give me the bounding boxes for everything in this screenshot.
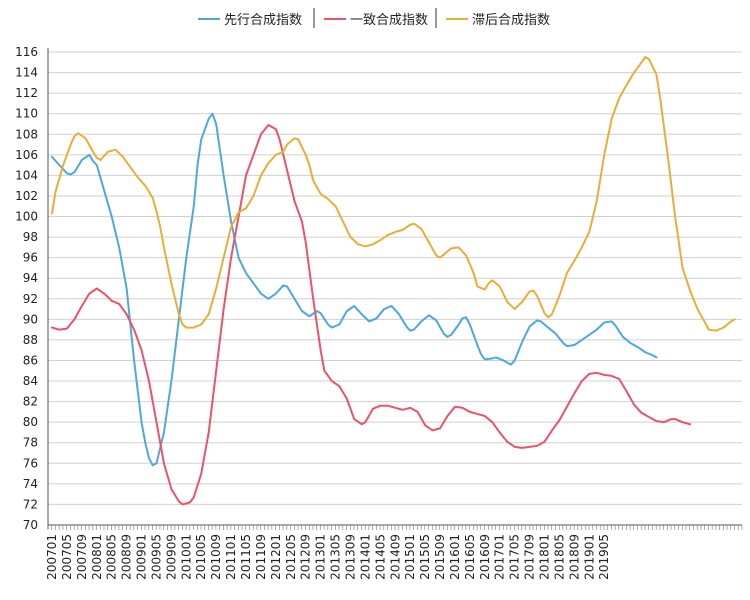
y-tick-label: 72 (23, 497, 38, 511)
x-tick-label: 201801 (538, 534, 552, 580)
x-tick-label: 201805 (552, 534, 566, 580)
y-tick-label: 76 (23, 456, 38, 470)
x-tick-label: 201309 (343, 534, 357, 580)
legend-label-lagging: 滞后合成指数 (472, 13, 550, 28)
y-tick-label: 98 (23, 230, 38, 244)
y-tick-label: 78 (23, 436, 38, 450)
y-tick-label: 102 (15, 189, 38, 203)
x-tick-label: 201901 (582, 534, 596, 580)
y-tick-label: 116 (15, 45, 38, 59)
x-tick-label: 201601 (448, 534, 462, 580)
x-tick-label: 201509 (433, 534, 447, 580)
y-tick-label: 100 (15, 210, 38, 224)
x-tick-label: 200701 (45, 534, 59, 580)
series-line-coincident (51, 124, 692, 506)
y-tick-label: 104 (15, 168, 38, 182)
y-tick-label: 92 (23, 292, 38, 306)
legend-label-coincident: 一致合成指数 (350, 13, 428, 28)
x-tick-label: 201209 (299, 534, 313, 580)
x-tick-label: 201905 (597, 534, 611, 580)
y-tick-label: 114 (15, 66, 38, 80)
x-tick-label: 201409 (388, 534, 402, 580)
x-tick-label: 201205 (284, 534, 298, 580)
x-tick-label: 201605 (463, 534, 477, 580)
legend: 先行合成指数 一致合成指数 滞后合成指数 (198, 8, 550, 28)
y-tick-label: 106 (15, 148, 38, 162)
x-tick-label: 201401 (358, 534, 372, 580)
x-tick-label: 200709 (75, 534, 89, 580)
y-tick-label: 90 (23, 312, 38, 326)
x-tick-label: 201405 (373, 534, 387, 580)
y-tick-label: 108 (15, 127, 38, 141)
series-lines (51, 56, 736, 506)
x-tick-label: 201005 (194, 534, 208, 580)
legend-label-leading: 先行合成指数 (224, 13, 302, 28)
x-tick-label: 200809 (120, 534, 134, 580)
y-tick-label: 86 (23, 353, 38, 367)
x-tick-label: 200805 (105, 534, 119, 580)
y-tick-label: 96 (23, 251, 38, 265)
x-tick-label: 200905 (149, 534, 163, 580)
gridlines (48, 51, 742, 526)
x-tick-label: 201009 (209, 534, 223, 580)
x-tick-label: 201809 (567, 534, 581, 580)
x-tick-label: 201709 (523, 534, 537, 580)
y-tick-label: 88 (23, 333, 38, 347)
y-tick-label: 80 (23, 415, 38, 429)
x-tick-label: 200909 (164, 534, 178, 580)
x-tick-label: 201001 (179, 534, 193, 580)
series-line-lagging (51, 56, 736, 332)
y-tick-label: 84 (23, 374, 38, 388)
x-tick-label: 201505 (418, 534, 432, 580)
x-tick-label: 201101 (224, 534, 238, 580)
y-tick-label: 110 (15, 107, 38, 121)
x-tick-label: 200705 (60, 534, 74, 580)
x-tick-label: 201501 (403, 534, 417, 580)
series-line-leading (51, 112, 658, 467)
y-tick-label: 82 (23, 395, 38, 409)
y-tick-label: 112 (15, 86, 38, 100)
y-tick-label: 74 (23, 477, 38, 491)
x-tick-label: 201301 (314, 534, 328, 580)
x-tick-label: 201705 (508, 534, 522, 580)
axes (47, 48, 743, 530)
y-tick-label: 94 (23, 271, 38, 285)
x-tick-label: 200901 (135, 534, 149, 580)
x-tick-label: 200801 (90, 534, 104, 580)
x-tick-label: 201109 (254, 534, 268, 580)
y-tick-label: 70 (23, 518, 38, 532)
x-tick-label: 201201 (269, 534, 283, 580)
y-axis-ticks: 70 72 74 76 78 80 82 84 86 88 90 92 94 96 98 100 102 104 1… (15, 45, 38, 532)
x-tick-label: 201701 (493, 534, 507, 580)
x-tick-label: 201305 (329, 534, 343, 580)
x-tick-label: 201609 (478, 534, 492, 580)
x-tick-label: 201105 (239, 534, 253, 580)
x-axis-ticks: 200701 200705 200709 200801 200805 200809 2009… (45, 534, 611, 580)
